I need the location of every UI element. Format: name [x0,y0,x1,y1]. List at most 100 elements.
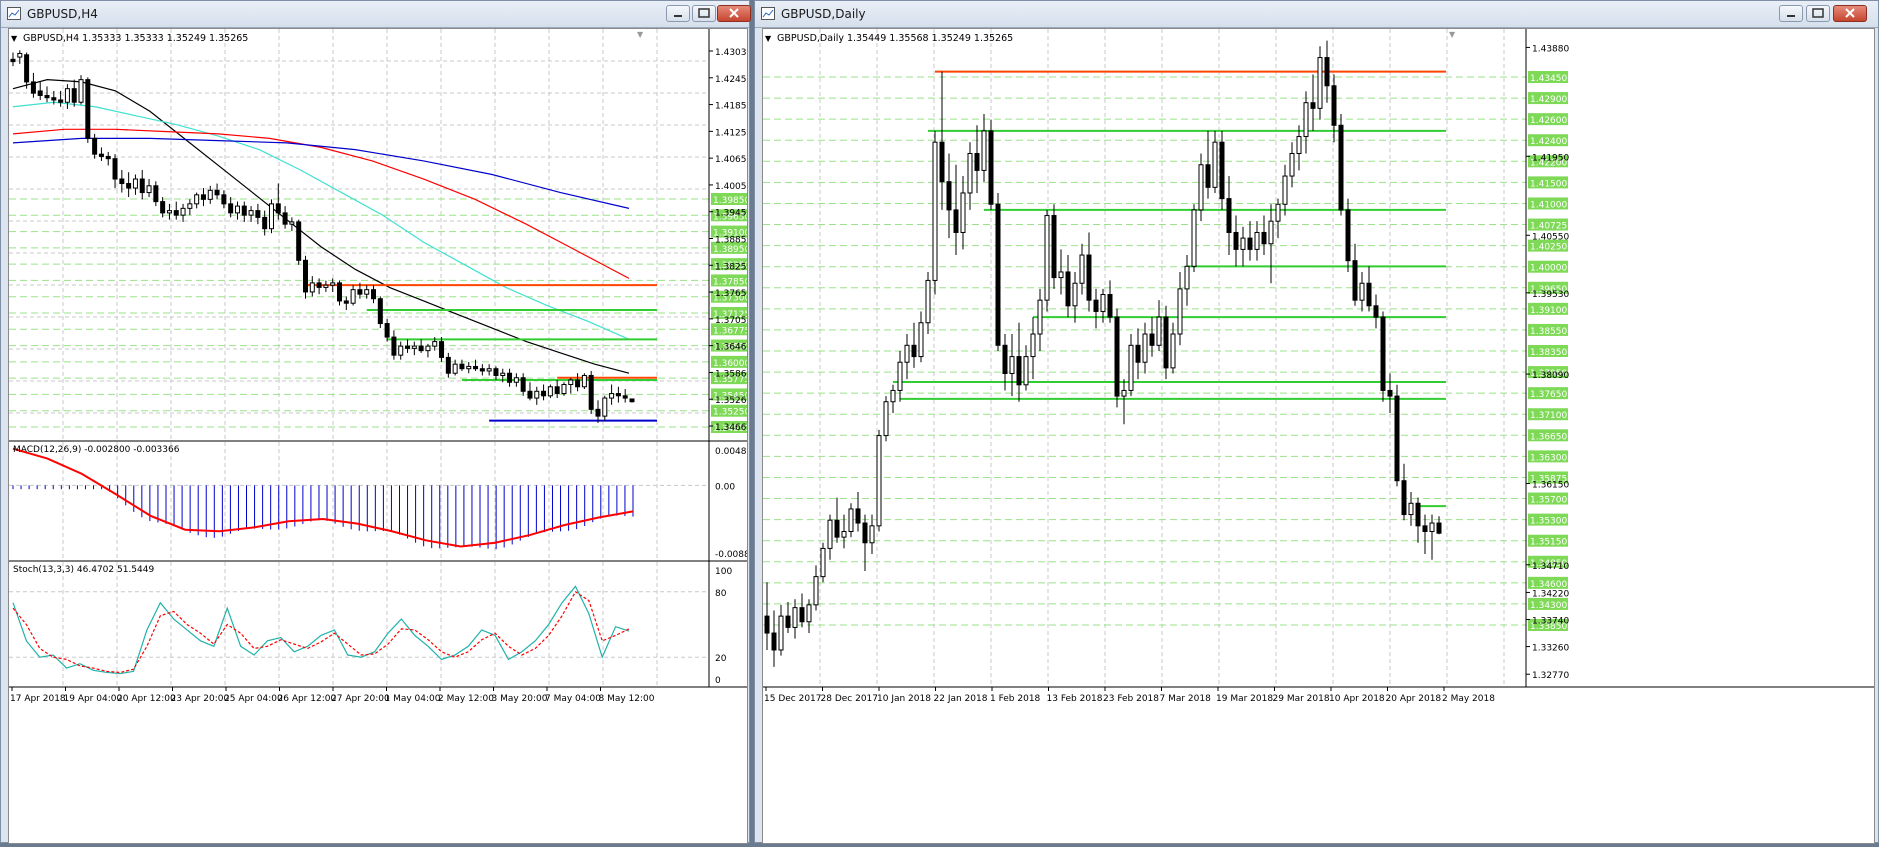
candle-body [792,607,798,628]
candle-body [1037,299,1043,335]
close-icon [1845,8,1855,18]
level-price-label: 1.40000 [1530,264,1567,274]
price-tick-label: 1.34665 [715,423,747,433]
candle-body [323,284,329,288]
level-label-bg [1528,534,1568,547]
minimize-button[interactable] [1779,5,1803,22]
level-price-label: 1.37100 [1530,411,1567,421]
level-price-label: 1.35300 [1530,517,1567,527]
time-tick-label: 25 Apr 04:00 [224,694,283,704]
level-price-label: 1.40250 [1530,243,1567,253]
price-tick-label: 1.39530 [1532,290,1569,300]
candle-body [1065,271,1071,307]
left-window-titlebar[interactable]: GBPUSD,H4 [1,1,751,28]
candle-body [1275,203,1281,222]
candle-body [960,192,966,233]
candle-body [1352,260,1358,301]
candle-body [1429,522,1435,532]
close-button[interactable] [717,5,751,22]
candle-body [371,289,377,300]
moving-average-line [12,128,630,279]
time-tick-label: 7 May 04:00 [545,694,601,704]
maximize-button[interactable] [692,5,716,22]
level-label-bg [1528,492,1568,505]
scroll-marker-icon: ▼ [637,30,644,39]
candle-body [473,365,479,370]
candle-body [85,79,91,139]
level-label-bg [1528,597,1568,610]
price-tick-label: 1.39450 [715,209,747,219]
level-label-bg [1528,429,1568,442]
candle-body [568,379,574,386]
price-tick-label: 1.38090 [1532,371,1569,381]
level-label-bg [1528,218,1568,231]
candle-body [925,279,931,324]
candle-body [904,344,910,363]
price-tick-label: 1.41950 [1532,153,1569,163]
level-label-bg [1528,513,1568,526]
chart-info: GBPUSD,Daily 1.35449 1.35568 1.35249 1.3… [777,33,1013,44]
time-tick-label: 19 Mar 2018 [1216,694,1273,704]
candle-body [1128,344,1134,391]
macd-label: MACD(12,26,9) -0.002800 -0.003366 [13,445,180,455]
candle-body [1303,102,1309,138]
level-label-bg [1528,345,1568,357]
price-tick-label: 1.41250 [715,128,747,138]
candle-body [967,152,973,194]
candle-body [778,615,784,651]
candle-body [1415,502,1421,527]
candle-body [105,155,111,160]
candle-body [827,519,833,549]
candle-body [1359,282,1365,301]
candle-body [214,189,220,196]
candle-body [146,185,152,194]
level-label-bg [1528,471,1568,484]
level-label-bg [711,404,751,417]
candle-body [1093,299,1099,312]
close-button[interactable] [1833,5,1867,22]
level-label-bg [1528,408,1568,421]
candle-body [1023,356,1029,386]
price-tick-label: 1.33260 [1532,644,1569,654]
candle-body [289,221,295,225]
time-tick-label: 22 Jan 2018 [934,694,988,704]
candle-body [350,289,356,304]
price-tick-label: 1.38250 [715,262,747,272]
price-tick-label: 1.43880 [1532,44,1569,54]
candle-body [411,345,417,349]
candle-body [24,54,30,83]
level-price-label: 1.38950 [713,245,747,255]
stoch-tick-label: 0 [715,676,721,686]
level-price-label: 1.36000 [713,359,747,369]
candle-body [1079,254,1085,284]
left-chart-area[interactable]: 1.39850 1.39630 1.39100 1.38950 1.38350 1.378… [8,28,761,844]
level-price-label: 1.39100 [1530,306,1567,316]
level-price-label: 1.36550 [713,343,747,353]
collapse-arrow-icon: ▼ [765,34,772,43]
time-tick-label: 1 Feb 2018 [990,694,1041,704]
candle-body [1233,231,1239,250]
candle-body [1310,102,1316,109]
candle-body [890,389,896,403]
minimize-button[interactable] [666,5,690,22]
level-price-label: 1.37650 [1530,390,1567,400]
candle-body [547,386,553,397]
candle-body [1135,344,1141,363]
candle-body [466,365,472,370]
candle-body [918,322,924,358]
right-window-titlebar[interactable]: GBPUSD,Daily [755,1,1878,28]
level-price-label: 1.36650 [1530,432,1567,442]
right-chart-area[interactable]: 1.43450 1.42900 1.42600 1.42400 1.42200 1.415… [762,28,1875,844]
level-label-bg [711,241,751,254]
maximize-button[interactable] [1806,5,1830,22]
candle-body [841,530,847,538]
level-price-label: 1.35700 [1530,496,1567,506]
level-label-bg [1528,450,1568,463]
candle-body [187,203,193,209]
candle-body [241,205,247,216]
level-price-label: 1.35875 [1530,474,1567,484]
candle-body [486,368,492,372]
candle-body [432,341,438,347]
candle-body [615,393,621,397]
level-label-bg [711,355,751,368]
